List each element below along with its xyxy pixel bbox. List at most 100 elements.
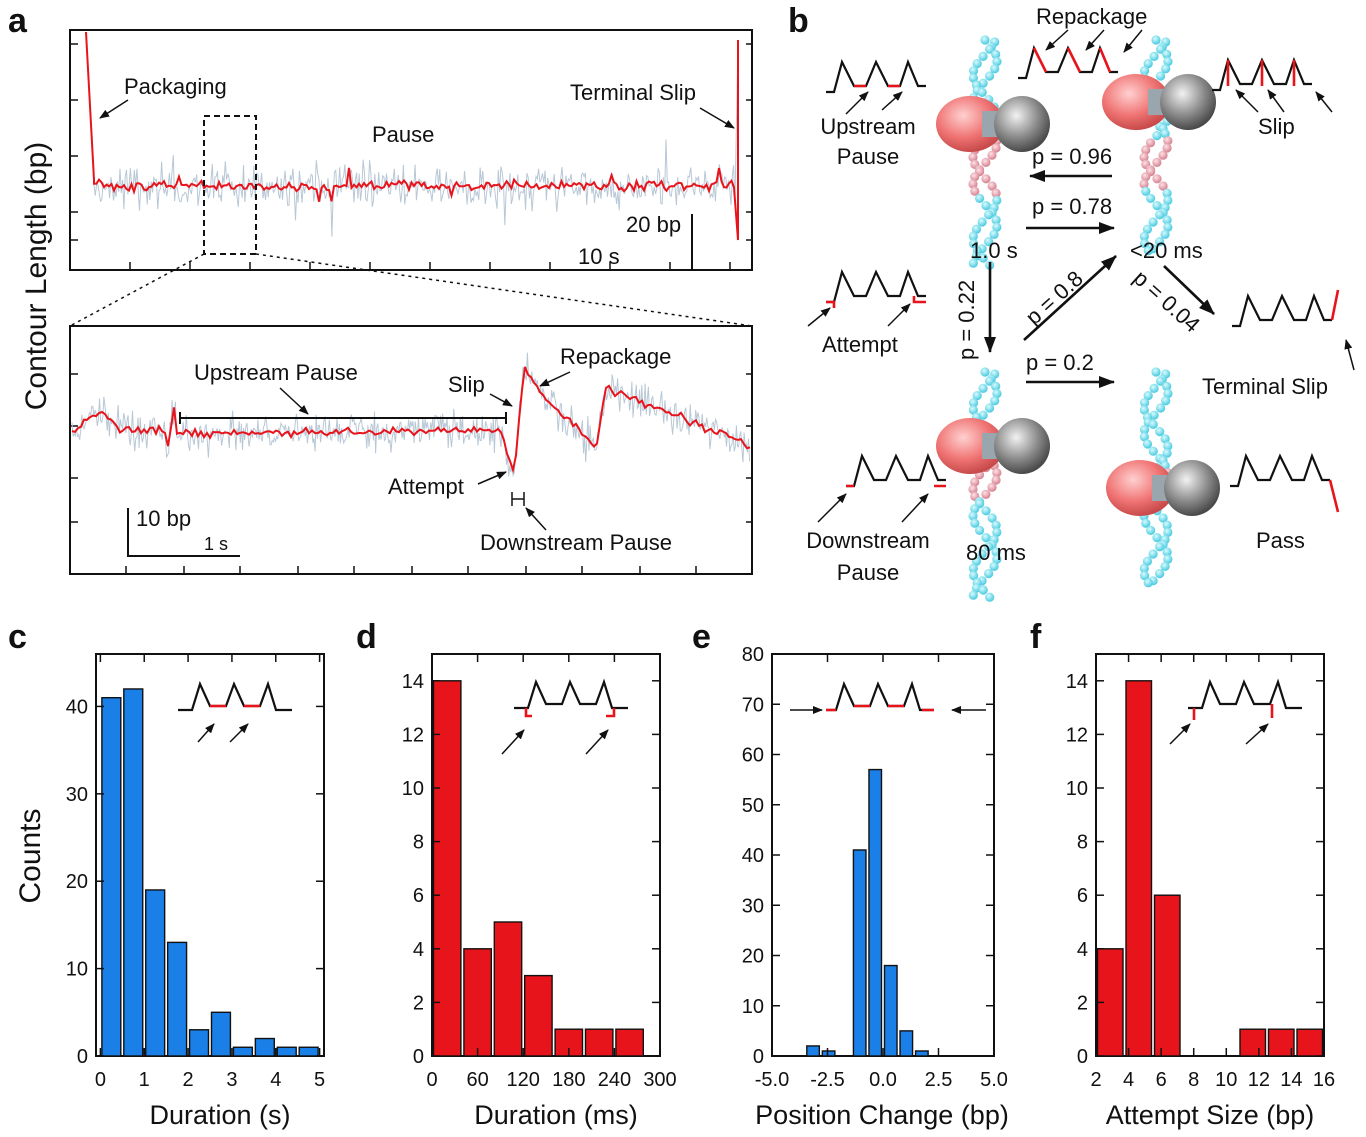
hist-d-bar (463, 948, 492, 1057)
prob-slip-to-terminal: p = 0.04 (1129, 265, 1205, 337)
label-b-pass: Pass (1256, 528, 1305, 553)
panel-letter-b: b (788, 2, 809, 40)
hist-e-bar (899, 1030, 914, 1057)
panel-letter-d: d (356, 618, 377, 656)
hist-f-bar (1125, 680, 1153, 1057)
hist-d-ytick-label: 4 (413, 939, 424, 961)
arrow-attempt (477, 471, 507, 485)
hist-f-xtick-label: 10 (1215, 1069, 1237, 1091)
zoom-guide-right (255, 253, 753, 327)
dna-helix-slip (1139, 35, 1173, 256)
label-slip: Slip (448, 372, 485, 397)
panel-a-bottom-filtered-trace (71, 366, 751, 474)
hist-f-xtick-label: 12 (1248, 1069, 1270, 1091)
label-b-downstream-2: Pause (837, 560, 899, 585)
hist-d-bar (615, 1028, 645, 1057)
hist-c-xtick-label: 1 (139, 1069, 150, 1091)
label-repackage: Repackage (560, 344, 671, 369)
hist-c-xtick-label: 2 (183, 1069, 194, 1091)
label-attempt: Attempt (388, 474, 464, 499)
wave-downstream-pause (844, 454, 948, 488)
hist-c-ytick-label: 0 (77, 1046, 88, 1068)
panel-a-top-ticks (70, 43, 752, 270)
hist-e-xtick-label: -2.5 (810, 1069, 844, 1091)
label-pause: Pause (372, 122, 434, 147)
hist-f-ytick-label: 14 (1066, 671, 1088, 693)
hist-d-xlabel: Duration (ms) (474, 1100, 638, 1130)
hist-c-bar (254, 1037, 275, 1057)
label-b-terminal-slip: Terminal Slip (1202, 374, 1328, 399)
dna-helix-downstream (968, 367, 1002, 602)
panel-a-bottom-ticks (70, 373, 752, 574)
hist-f-ytick-label: 12 (1066, 724, 1088, 746)
hist-c-bar (145, 889, 166, 1057)
hist-e-bar (821, 1050, 836, 1057)
hist-d-xtick-label: 60 (466, 1069, 488, 1091)
hist-c-bar (298, 1046, 319, 1057)
arrow-slip (489, 393, 513, 407)
panel-a-bottom-scalebar: 10 bp 1 s (127, 506, 240, 557)
hist-e-bar (806, 1045, 821, 1057)
hist-f-inset (1169, 678, 1302, 745)
transition-slip-to-terminal (1163, 265, 1215, 315)
panel-letter-c: c (8, 618, 27, 656)
hist-d-ytick-label: 10 (402, 778, 424, 800)
histogram-e: -5.0 -2.5 0.0 2.5 5.0 0 10 20 30 40 50 60 70 80 Posit… (742, 644, 1009, 1130)
label-b-slip: Slip (1258, 114, 1295, 139)
hist-e-ytick-label: 80 (742, 644, 764, 666)
hist-e-ytick-label: 60 (742, 745, 764, 767)
panel-letter-a: a (8, 2, 28, 40)
hist-e-xtick-label: 0.0 (869, 1069, 897, 1091)
prob-slip-to-pause: p = 0.96 (1032, 144, 1112, 169)
hist-c-bar (188, 1029, 210, 1057)
hist-counts-ylabel: Counts (14, 808, 47, 903)
prob-pause-to-slip: p = 0.78 (1032, 194, 1112, 219)
label-upstream-pause: Upstream Pause (194, 360, 358, 385)
prob-attempt-to-slip: p = 0.8 (1021, 266, 1088, 330)
panel-a-bottom-frame (69, 325, 753, 575)
panel-a-top-filtered-trace (85, 31, 739, 241)
hist-f-ytick-label: 8 (1077, 832, 1088, 854)
hist-c-bar (232, 1046, 254, 1057)
arrow-terminal-slip (699, 107, 735, 129)
hist-d-ytick-label: 14 (402, 671, 424, 693)
panel-a-zoom-box (203, 115, 257, 255)
hist-f-ytick-label: 10 (1066, 778, 1088, 800)
hist-e-bar (883, 964, 898, 1057)
label-packaging: Packaging (124, 74, 227, 99)
hist-c-xtick-label: 5 (314, 1069, 325, 1091)
scalebar-10s: 10 s (578, 244, 620, 269)
hist-d-ytick-label: 8 (413, 832, 424, 854)
hist-c-bar (210, 1011, 232, 1057)
hist-e-xlabel: Position Change (bp) (755, 1100, 1009, 1130)
hist-f-ytick-label: 0 (1077, 1046, 1088, 1068)
arrow-repackage (539, 371, 571, 387)
hist-d-ytick-label: 0 (413, 1046, 424, 1068)
hist-d-ytick-label: 6 (413, 885, 424, 907)
wave-attempt (824, 270, 928, 308)
panel-letter-f: f (1030, 618, 1042, 656)
panel-letter-e: e (692, 618, 711, 656)
hist-c-bar (166, 941, 188, 1057)
hist-e-xtick-label: -5.0 (755, 1069, 789, 1091)
hist-c-xtick-label: 4 (270, 1069, 281, 1091)
hist-e-bar (852, 849, 867, 1057)
hist-e-ytick-label: 10 (742, 996, 764, 1018)
hist-e-bar (914, 1050, 929, 1057)
hist-f-ytick-label: 6 (1077, 885, 1088, 907)
hist-c-xlabel: Duration (s) (149, 1100, 290, 1130)
motor-pass (1106, 460, 1220, 516)
hist-e-ytick-label: 0 (753, 1046, 764, 1068)
dwell-downstream: 80 ms (966, 540, 1026, 565)
wave-slip (1210, 58, 1314, 92)
hist-e-ytick-label: 30 (742, 895, 764, 917)
hist-d-ytick-label: 2 (413, 992, 424, 1014)
hist-d-bar (584, 1028, 614, 1057)
panel-a-ylabel: Contour Length (bp) (20, 142, 53, 411)
panel-a-top-frame (69, 29, 753, 271)
wave-terminal-slip (1230, 289, 1340, 328)
hist-f-bar (1267, 1028, 1295, 1057)
hist-c-bar (101, 696, 122, 1057)
hist-d-xtick-label: 0 (426, 1069, 437, 1091)
